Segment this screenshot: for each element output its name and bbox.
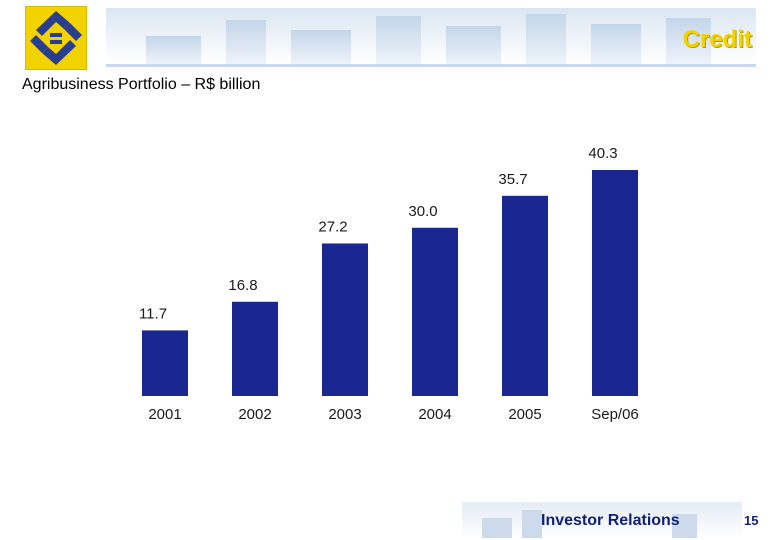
value-label: 27.2 <box>318 218 347 235</box>
value-label: 35.7 <box>498 171 527 188</box>
footer-investor-relations: Investor Relations <box>541 512 680 529</box>
category-label: 2002 <box>238 406 271 423</box>
bar-2005 <box>502 195 548 396</box>
banco-do-brasil-logo <box>25 6 87 70</box>
bar-sep-06 <box>592 170 638 396</box>
bar-2004 <box>412 227 458 396</box>
value-label: 11.7 <box>139 305 167 322</box>
header-rule <box>106 64 756 67</box>
category-label: 2003 <box>328 406 361 423</box>
category-label: 2001 <box>148 406 181 423</box>
bar-2001 <box>142 330 188 396</box>
bar-2002 <box>232 301 278 396</box>
page-number: 15 <box>744 513 759 528</box>
chart-title: Agribusiness Portfolio – R$ billion <box>22 76 261 93</box>
value-label: 16.8 <box>228 277 257 294</box>
section-title: Credit <box>682 26 752 53</box>
category-label: 2005 <box>508 406 541 423</box>
category-label: 2004 <box>418 406 451 423</box>
logo-icon <box>30 11 82 65</box>
category-label: Sep/06 <box>591 406 639 423</box>
value-label: 30.0 <box>408 203 437 220</box>
bar-2003 <box>322 243 368 396</box>
value-label: 40.3 <box>588 145 617 162</box>
header-banner <box>106 8 756 64</box>
footer-banner <box>462 502 742 538</box>
